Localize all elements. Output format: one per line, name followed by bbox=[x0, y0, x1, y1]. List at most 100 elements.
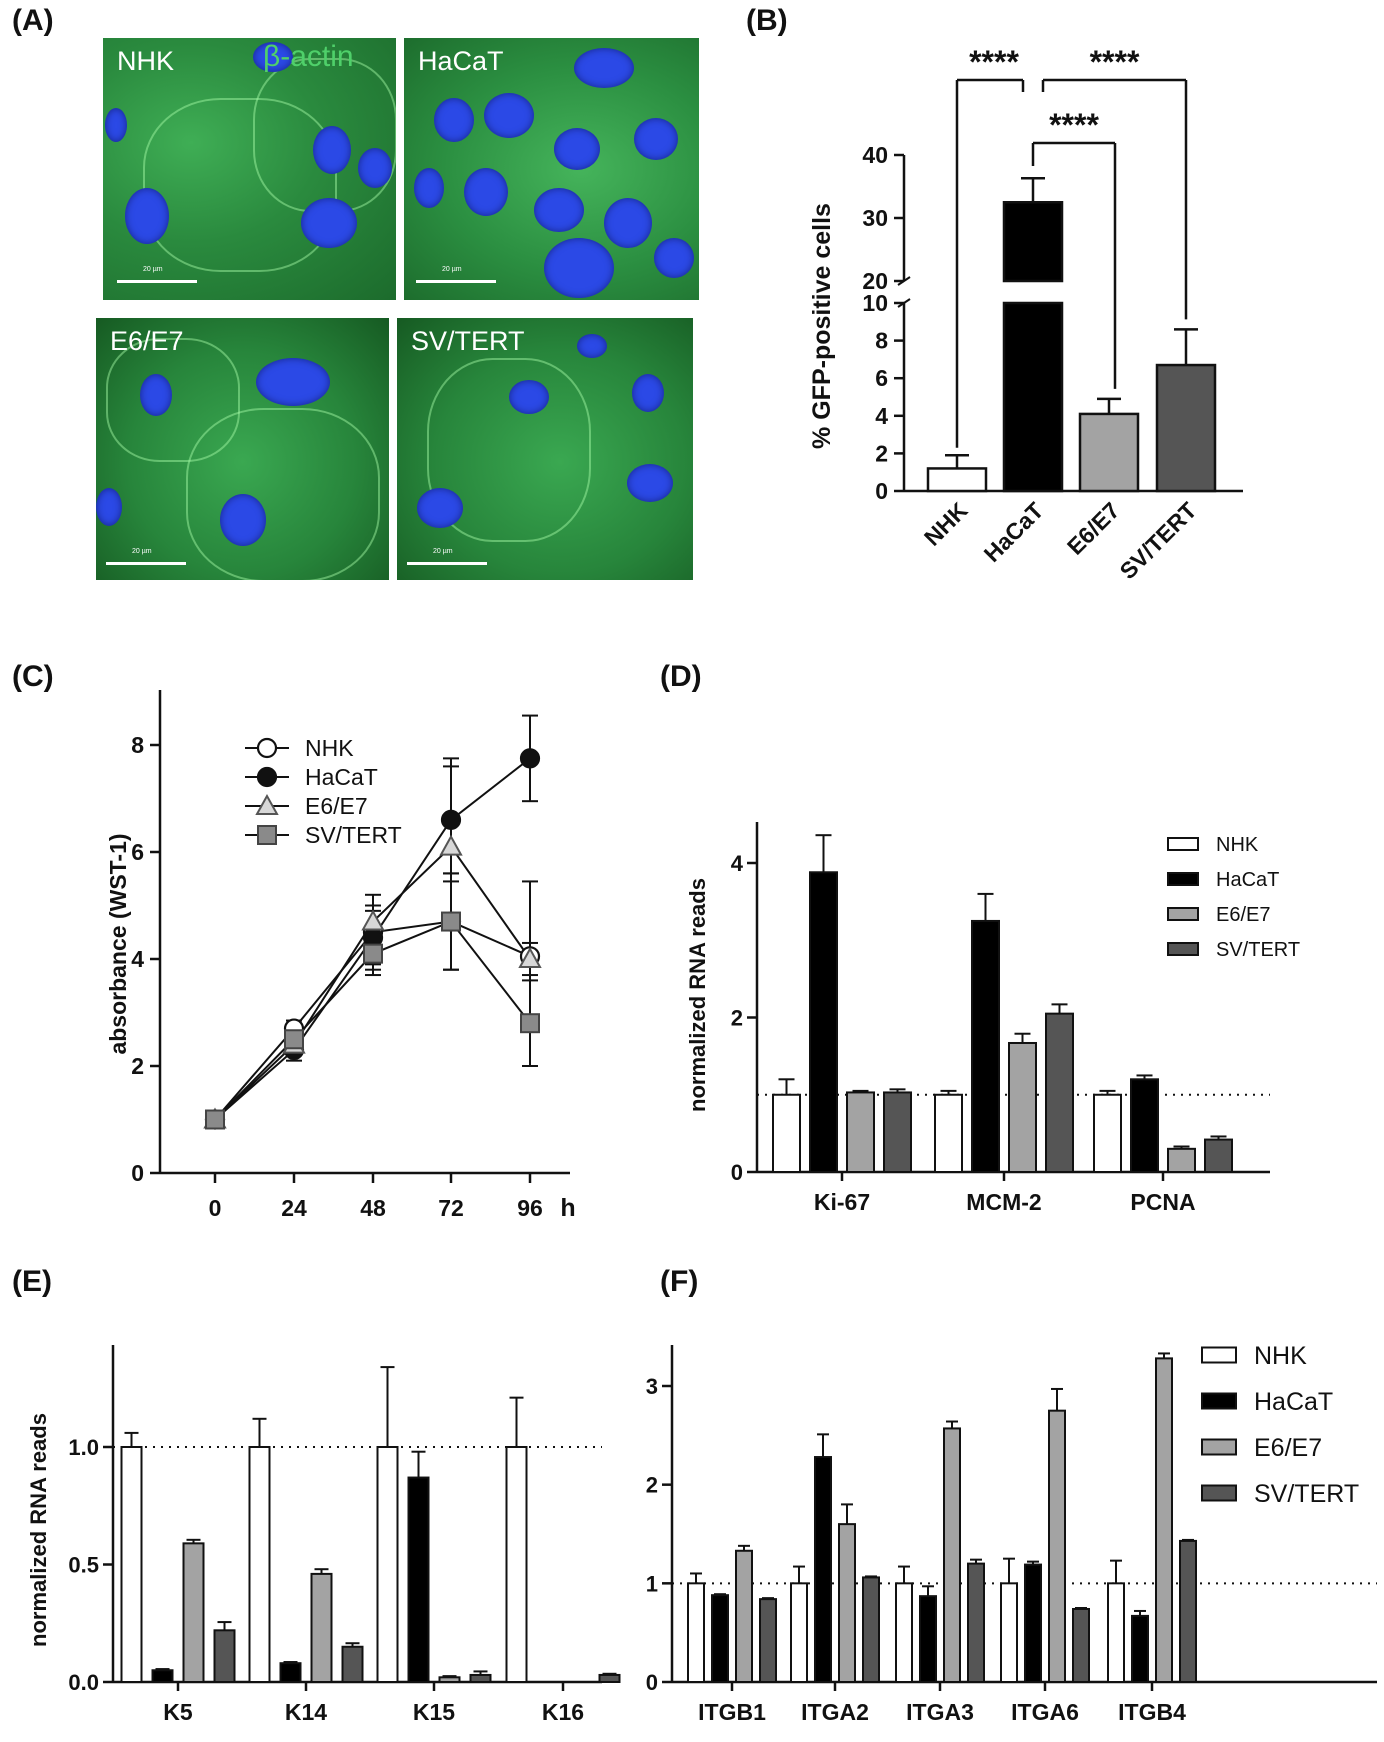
y-tick-label: 1 bbox=[646, 1571, 658, 1596]
y-tick-label: 6 bbox=[875, 365, 888, 391]
x-tick-label: HaCaT bbox=[979, 497, 1049, 567]
x-tick-label: 96 bbox=[517, 1195, 543, 1221]
significance-label: **** bbox=[1090, 44, 1140, 80]
legend-marker bbox=[257, 825, 277, 845]
micrograph-svtert: SV/TERT 20 µm bbox=[397, 318, 693, 580]
y-tick-label: 2 bbox=[731, 1006, 743, 1031]
y-tick-label: 3 bbox=[646, 1374, 658, 1399]
x-tick-label: 24 bbox=[281, 1195, 307, 1221]
y-tick-label: 4 bbox=[131, 946, 144, 972]
legend-label: NHK bbox=[1216, 834, 1259, 856]
y-tick-label: 1.0 bbox=[68, 1435, 99, 1460]
data-point bbox=[439, 834, 463, 856]
scale-bar bbox=[416, 280, 496, 283]
bar bbox=[846, 1091, 875, 1173]
micrograph-label: E6/E7 bbox=[110, 326, 184, 356]
y-tick-label: 30 bbox=[862, 205, 888, 231]
y-tick-label: 0 bbox=[875, 478, 888, 504]
bar bbox=[1078, 412, 1140, 493]
panel-label-d: (D) bbox=[660, 660, 702, 693]
panel-label-f: (F) bbox=[660, 1265, 699, 1298]
scale-bar-text: 20 µm bbox=[433, 548, 453, 555]
x-tick-label: K14 bbox=[285, 1699, 327, 1725]
y-tick-label: 8 bbox=[875, 328, 888, 354]
bar bbox=[1107, 1582, 1125, 1684]
scale-bar-text: 20 µm bbox=[442, 266, 462, 273]
panel-label-c: (C) bbox=[12, 660, 54, 693]
bar bbox=[971, 919, 1000, 1173]
micrograph-label: NHK bbox=[117, 46, 175, 76]
legend-label: NHK bbox=[1254, 1342, 1307, 1370]
bar bbox=[1008, 1041, 1037, 1174]
legend-label: E6/E7 bbox=[305, 793, 368, 819]
bar bbox=[838, 1523, 856, 1683]
bar bbox=[279, 1662, 302, 1683]
y-tick-label: 2 bbox=[646, 1473, 658, 1498]
bar bbox=[341, 1645, 364, 1683]
bar bbox=[862, 1576, 880, 1683]
x-tick-label: 0 bbox=[209, 1195, 222, 1221]
data-point bbox=[519, 748, 541, 769]
bar bbox=[1048, 1409, 1066, 1683]
micrograph-e6e7: E6/E7 20 µm bbox=[96, 318, 389, 580]
x-tick-label: K16 bbox=[542, 1699, 584, 1725]
bar bbox=[934, 1093, 963, 1173]
legend-marker bbox=[256, 766, 278, 788]
y-axis-label: % GFP-positive cells bbox=[808, 203, 836, 449]
bar bbox=[967, 1562, 985, 1683]
bar bbox=[213, 1629, 236, 1684]
bar bbox=[1072, 1607, 1090, 1684]
scale-bar-text: 20 µm bbox=[132, 548, 152, 555]
significance-label: **** bbox=[969, 44, 1019, 80]
bar bbox=[759, 1598, 777, 1683]
bar bbox=[1093, 1093, 1122, 1173]
y-tick-label: 0 bbox=[131, 1160, 144, 1186]
data-point bbox=[205, 1109, 225, 1130]
y-tick-label: 2 bbox=[875, 440, 888, 466]
scale-bar bbox=[407, 562, 487, 565]
stain-label: β-actin bbox=[263, 40, 354, 73]
legend-marker bbox=[256, 737, 278, 759]
x-tick-label: K5 bbox=[163, 1699, 193, 1725]
legend-swatch bbox=[1201, 1484, 1237, 1502]
y-axis-label: normalized RNA reads bbox=[685, 878, 710, 1112]
panel-label-e: (E) bbox=[12, 1265, 52, 1298]
legend-label: SV/TERT bbox=[305, 822, 402, 848]
micrograph-hacat: HaCaT 20 µm bbox=[404, 38, 699, 300]
scale-bar-text: 20 µm bbox=[143, 266, 163, 273]
significance-label: **** bbox=[1049, 107, 1099, 143]
x-tick-label: Ki-67 bbox=[814, 1189, 870, 1215]
y-tick-label: 0.5 bbox=[68, 1553, 99, 1578]
bar bbox=[120, 1446, 143, 1683]
bar bbox=[919, 1595, 937, 1684]
bar bbox=[735, 1549, 753, 1683]
bar bbox=[772, 1093, 801, 1173]
x-tick-label: SV/TERT bbox=[1114, 497, 1201, 584]
bar bbox=[1002, 301, 1064, 493]
y-tick-label: 6 bbox=[131, 839, 144, 865]
bar bbox=[687, 1582, 705, 1684]
x-tick-label: ITGA6 bbox=[1011, 1699, 1079, 1725]
legend-swatch bbox=[1167, 837, 1199, 851]
bar bbox=[1155, 363, 1217, 493]
bar bbox=[1131, 1614, 1149, 1683]
legend-swatch bbox=[1167, 942, 1199, 956]
y-tick-label: 2 bbox=[131, 1053, 144, 1079]
x-tick-label: K15 bbox=[413, 1699, 455, 1725]
bar bbox=[790, 1582, 808, 1684]
x-tick-label: E6/E7 bbox=[1062, 497, 1125, 560]
bar bbox=[809, 871, 838, 1174]
legend-label: E6/E7 bbox=[1254, 1434, 1322, 1462]
y-tick-label: 0 bbox=[646, 1670, 658, 1695]
legend-swatch bbox=[1201, 1438, 1237, 1456]
y-tick-label: 20 bbox=[862, 268, 888, 294]
micrograph-label: HaCaT bbox=[418, 46, 504, 76]
x-tick-label: NHK bbox=[919, 497, 973, 551]
bar bbox=[1002, 201, 1064, 283]
x-tick-label: MCM-2 bbox=[966, 1189, 1041, 1215]
legend-label: HaCaT bbox=[1216, 869, 1279, 891]
bar bbox=[1155, 1357, 1173, 1683]
x-tick-label: ITGA2 bbox=[801, 1699, 869, 1725]
legend-swatch bbox=[1201, 1392, 1237, 1410]
